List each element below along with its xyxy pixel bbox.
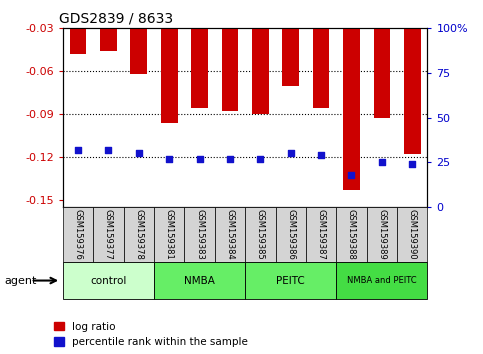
Bar [70,28,86,54]
Legend: log ratio, percentile rank within the sample: log ratio, percentile rank within the sa… [54,322,248,347]
Text: PEITC: PEITC [276,275,305,286]
Bar [336,207,367,262]
Text: GSM159389: GSM159389 [377,209,386,259]
Text: GSM159384: GSM159384 [226,209,234,259]
Bar [336,262,427,299]
Bar [154,262,245,299]
Point [226,156,234,162]
Point [287,151,295,156]
Point [348,172,355,178]
Text: GSM159385: GSM159385 [256,209,265,259]
Text: GDS2839 / 8633: GDS2839 / 8633 [59,12,173,26]
Bar [252,28,269,114]
Bar [215,207,245,262]
Point [378,160,386,165]
Text: NMBA and PEITC: NMBA and PEITC [347,276,417,285]
Text: GSM159378: GSM159378 [134,209,143,259]
Point [317,153,325,158]
Bar [185,207,215,262]
Text: GSM159388: GSM159388 [347,209,356,259]
Bar [373,28,390,119]
Bar [93,207,124,262]
Bar [245,207,275,262]
Bar [154,207,185,262]
Point [104,147,112,153]
Point [409,161,416,167]
Point [74,147,82,153]
Bar [191,28,208,108]
Bar [343,28,360,190]
Text: NMBA: NMBA [184,275,215,286]
Bar [306,207,336,262]
Bar [222,28,238,111]
Point [135,151,142,156]
Bar [275,207,306,262]
Text: agent: agent [5,275,37,286]
Text: GSM159377: GSM159377 [104,209,113,259]
Bar [100,28,117,51]
Bar [397,207,427,262]
Text: control: control [90,275,127,286]
Bar [245,262,336,299]
Bar [161,28,178,123]
Bar [63,262,154,299]
Text: GSM159376: GSM159376 [73,209,83,259]
Text: GSM159383: GSM159383 [195,209,204,259]
Bar [367,207,397,262]
Bar [124,207,154,262]
Bar [404,28,421,154]
Bar [63,207,93,262]
Point [256,156,264,162]
Text: GSM159390: GSM159390 [408,209,417,259]
Bar [313,28,329,108]
Text: GSM159387: GSM159387 [316,209,326,259]
Point [165,156,173,162]
Text: GSM159386: GSM159386 [286,209,295,259]
Bar [130,28,147,74]
Bar [283,28,299,86]
Point [196,156,203,162]
Text: GSM159381: GSM159381 [165,209,174,259]
